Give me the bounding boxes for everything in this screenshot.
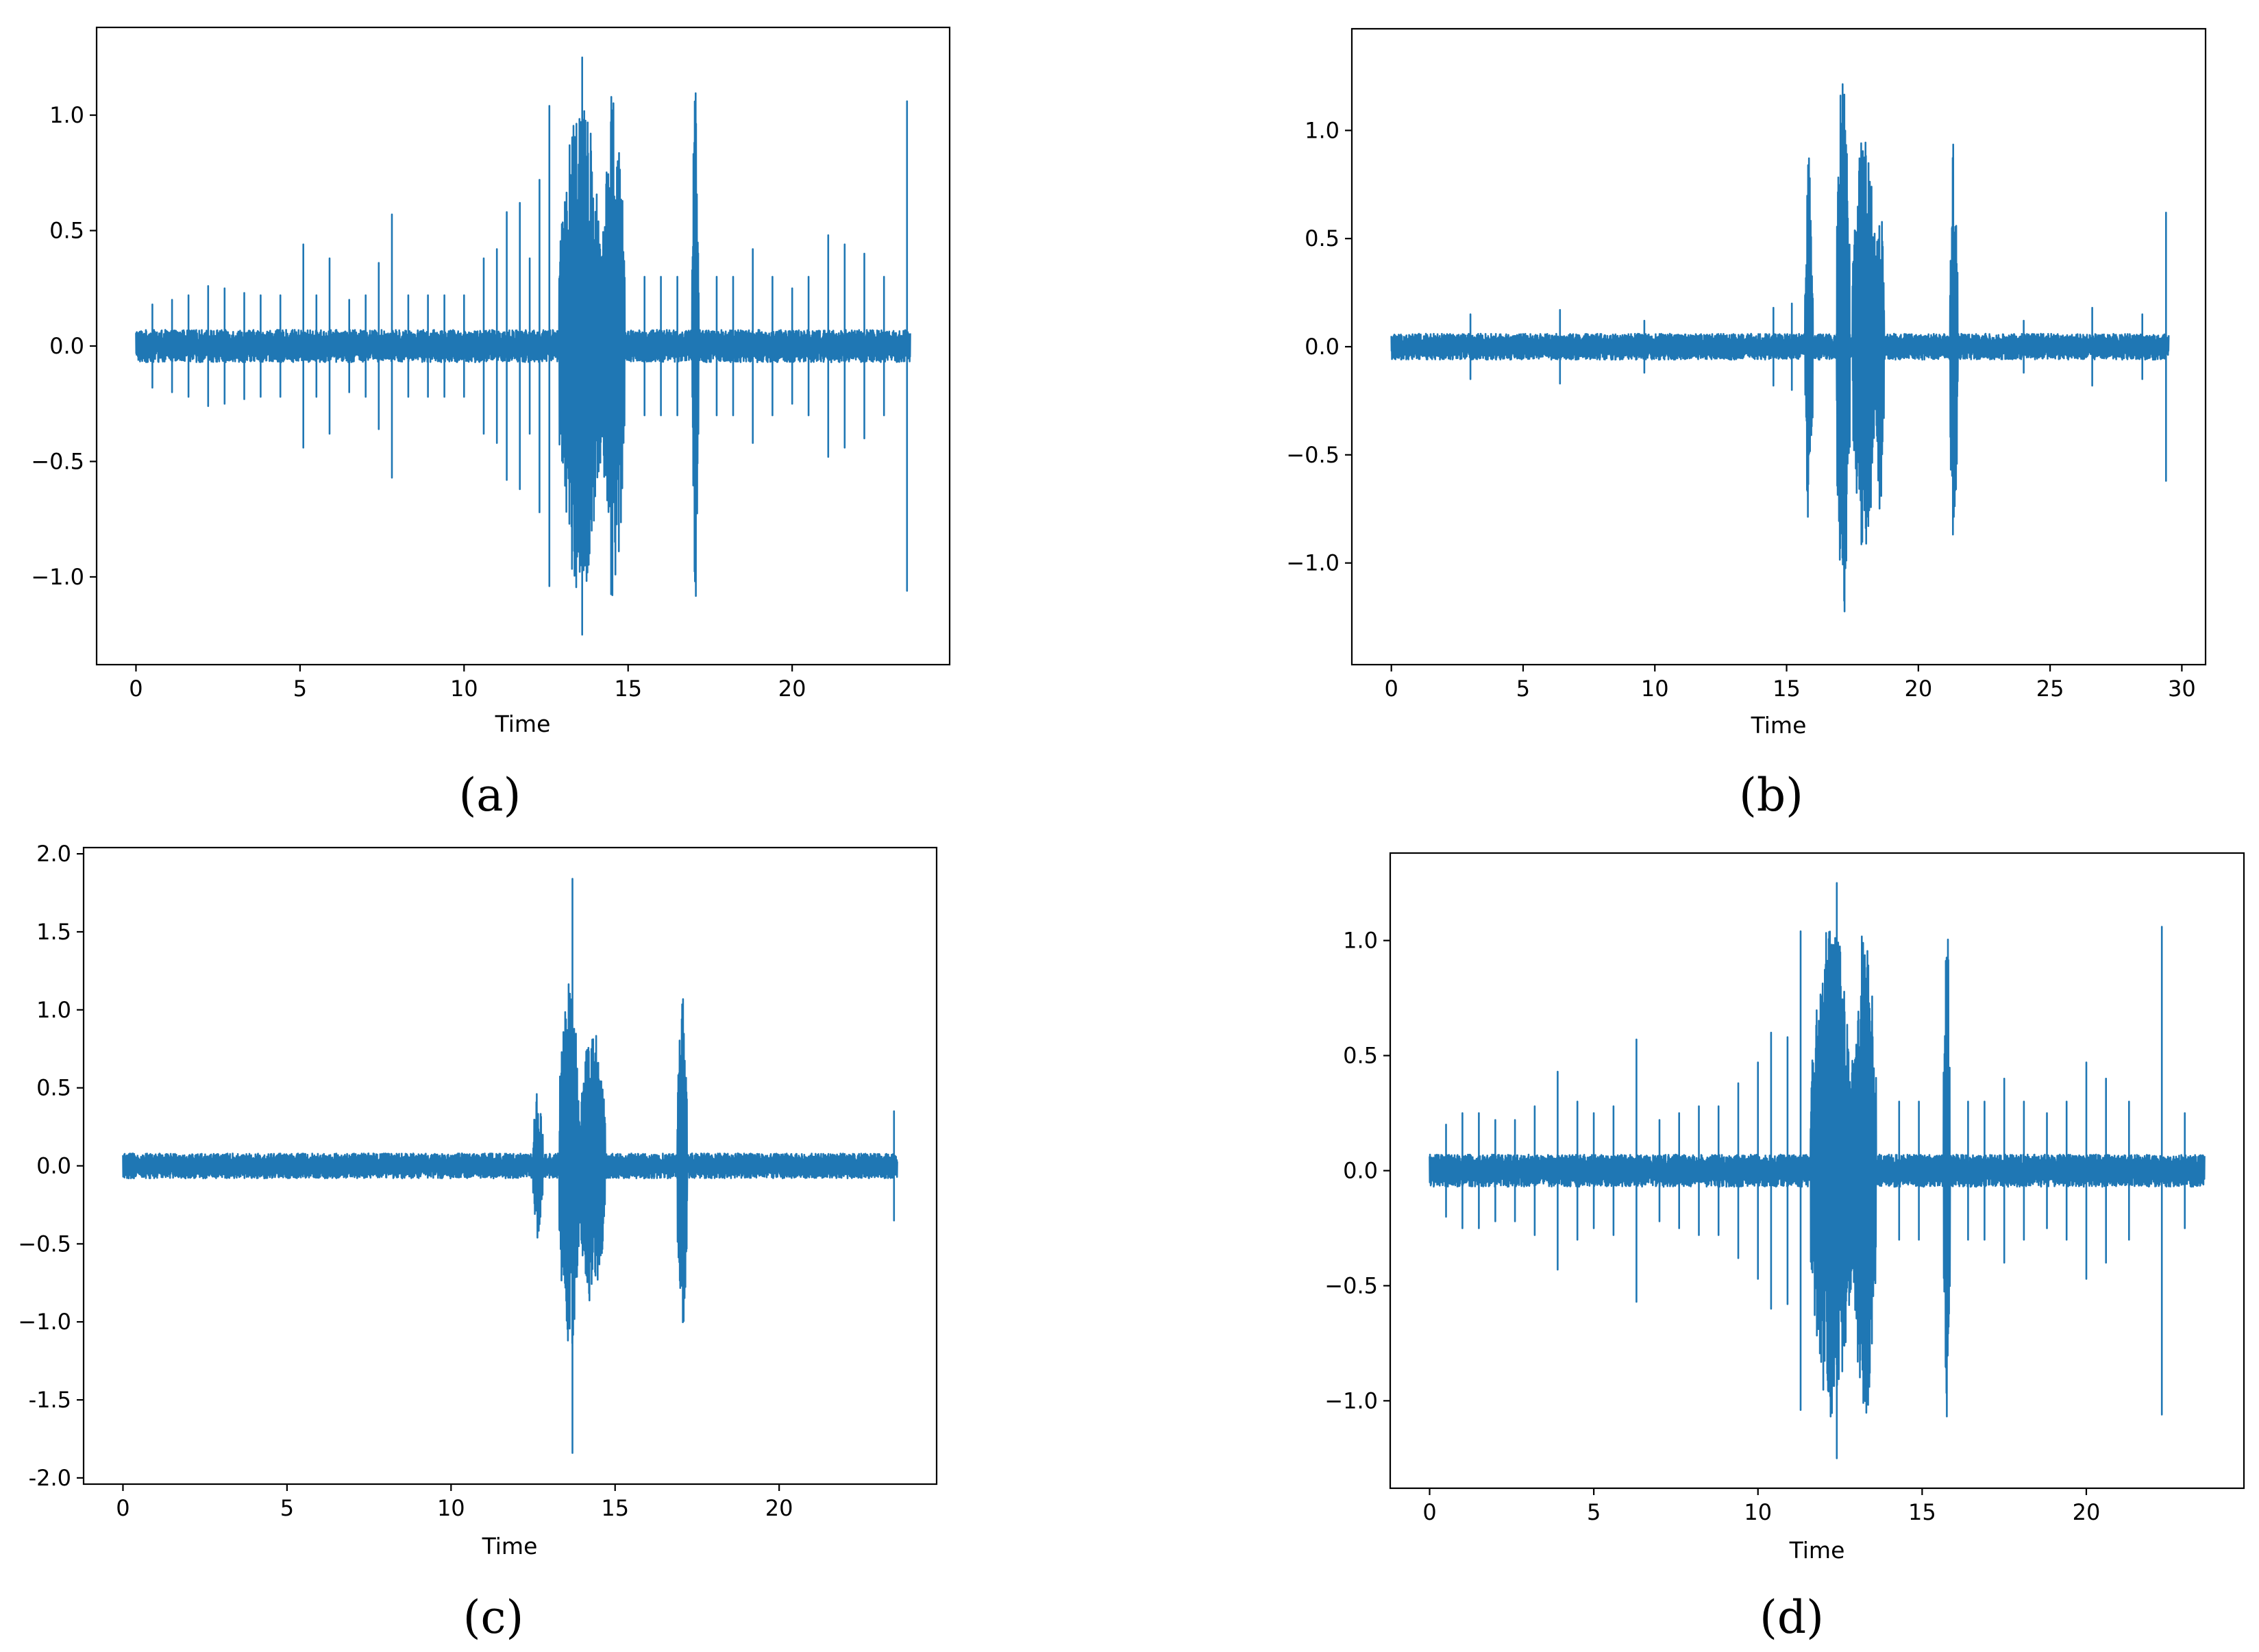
x-tick-label: 15 bbox=[1773, 676, 1801, 702]
x-tick-label: 5 bbox=[1516, 676, 1530, 702]
panel-b: 0 5 10 15 20 25 30 −1.0 −0.5 0.0 0.5 1.0 Time (b) bbox=[1286, 27, 2207, 822]
waveform-series bbox=[1390, 83, 2170, 613]
x-tick-label: 10 bbox=[450, 676, 478, 702]
y-tick-label: 0.5 bbox=[36, 1075, 71, 1101]
x-tick-label: 0 bbox=[1385, 676, 1398, 702]
y-tick-label: 0.0 bbox=[1305, 334, 1340, 360]
x-ticks: 0 5 10 15 20 bbox=[1422, 1488, 2100, 1525]
y-tick-label: 2.0 bbox=[36, 841, 71, 867]
x-ticks: 0 5 10 15 20 25 30 bbox=[1385, 665, 2196, 702]
y-tick-label: -2.0 bbox=[29, 1465, 71, 1491]
x-ticks: 0 5 10 15 20 bbox=[116, 1484, 793, 1521]
waveform-series bbox=[122, 878, 898, 1454]
panel-a: 0 5 10 15 20 −1.0 −0.5 0.0 0.5 1.0 Time (a) bbox=[31, 26, 951, 822]
y-tick-label: -1.5 bbox=[29, 1387, 71, 1413]
panel-c: 0 5 10 15 20 -2.0 -1.5 −1.0 −0.5 0.0 0.5 1.0 1.5 2.0… bbox=[18, 841, 938, 1644]
y-tick-label: 0.0 bbox=[49, 333, 84, 359]
panel-caption-b: (b) bbox=[1739, 769, 1803, 822]
x-tick-label: 20 bbox=[1904, 676, 1932, 702]
y-ticks: −1.0 −0.5 0.0 0.5 1.0 bbox=[1286, 117, 1352, 576]
y-tick-label: −0.5 bbox=[31, 448, 84, 474]
x-tick-label: 5 bbox=[1587, 1499, 1601, 1525]
y-tick-label: −1.0 bbox=[1286, 550, 1340, 576]
x-tick-label: 20 bbox=[2073, 1499, 2101, 1525]
y-ticks: -2.0 -1.5 −1.0 −0.5 0.0 0.5 1.0 1.5 2.0 bbox=[18, 841, 84, 1491]
waveform-series bbox=[1429, 882, 2206, 1459]
y-ticks: −1.0 −0.5 0.0 0.5 1.0 bbox=[31, 102, 97, 590]
panel-d: 0 5 10 15 20 −1.0 −0.5 0.0 0.5 1.0 Time (d) bbox=[1324, 852, 2245, 1644]
y-tick-label: −0.5 bbox=[1286, 442, 1340, 468]
y-tick-label: 0.5 bbox=[1305, 225, 1340, 251]
x-tick-label: 15 bbox=[1908, 1499, 1936, 1525]
panel-caption-a: (a) bbox=[459, 769, 521, 822]
x-tick-label: 20 bbox=[778, 676, 806, 702]
y-ticks: −1.0 −0.5 0.0 0.5 1.0 bbox=[1324, 928, 1390, 1414]
y-tick-label: 1.0 bbox=[1305, 117, 1340, 143]
y-tick-label: −1.0 bbox=[18, 1309, 71, 1335]
x-tick-label: 10 bbox=[437, 1495, 465, 1521]
x-tick-label: 10 bbox=[1641, 676, 1669, 702]
x-ticks: 0 5 10 15 20 bbox=[129, 665, 806, 702]
x-tick-label: 20 bbox=[765, 1495, 793, 1521]
y-tick-label: 1.0 bbox=[1343, 928, 1378, 954]
x-tick-label: 10 bbox=[1744, 1499, 1772, 1525]
y-tick-label: 1.5 bbox=[36, 919, 71, 945]
x-tick-label: 5 bbox=[293, 676, 307, 702]
x-axis-label: Time bbox=[495, 711, 551, 737]
x-axis-label: Time bbox=[1789, 1537, 1845, 1564]
x-tick-label: 0 bbox=[1422, 1499, 1436, 1525]
panel-caption-d: (d) bbox=[1760, 1591, 1824, 1644]
y-tick-label: 0.5 bbox=[1343, 1043, 1378, 1069]
panel-caption-c: (c) bbox=[463, 1591, 523, 1644]
waveform-series bbox=[135, 56, 911, 636]
y-tick-label: −1.0 bbox=[31, 564, 84, 590]
x-tick-label: 0 bbox=[129, 676, 143, 702]
x-tick-label: 15 bbox=[601, 1495, 629, 1521]
y-tick-label: 0.0 bbox=[36, 1153, 71, 1179]
x-tick-label: 5 bbox=[280, 1495, 294, 1521]
y-tick-label: 0.0 bbox=[1343, 1158, 1378, 1184]
y-tick-label: −0.5 bbox=[18, 1231, 71, 1257]
y-tick-label: 1.0 bbox=[36, 997, 71, 1023]
x-tick-label: 15 bbox=[614, 676, 642, 702]
y-tick-label: 1.0 bbox=[49, 102, 84, 128]
x-axis-label: Time bbox=[482, 1533, 538, 1559]
x-tick-label: 0 bbox=[116, 1495, 129, 1521]
x-tick-label: 25 bbox=[2036, 676, 2064, 702]
x-tick-label: 30 bbox=[2168, 676, 2196, 702]
y-tick-label: −0.5 bbox=[1324, 1272, 1378, 1298]
y-tick-label: −1.0 bbox=[1324, 1388, 1378, 1414]
x-axis-label: Time bbox=[1751, 712, 1807, 739]
y-tick-label: 0.5 bbox=[49, 218, 84, 244]
